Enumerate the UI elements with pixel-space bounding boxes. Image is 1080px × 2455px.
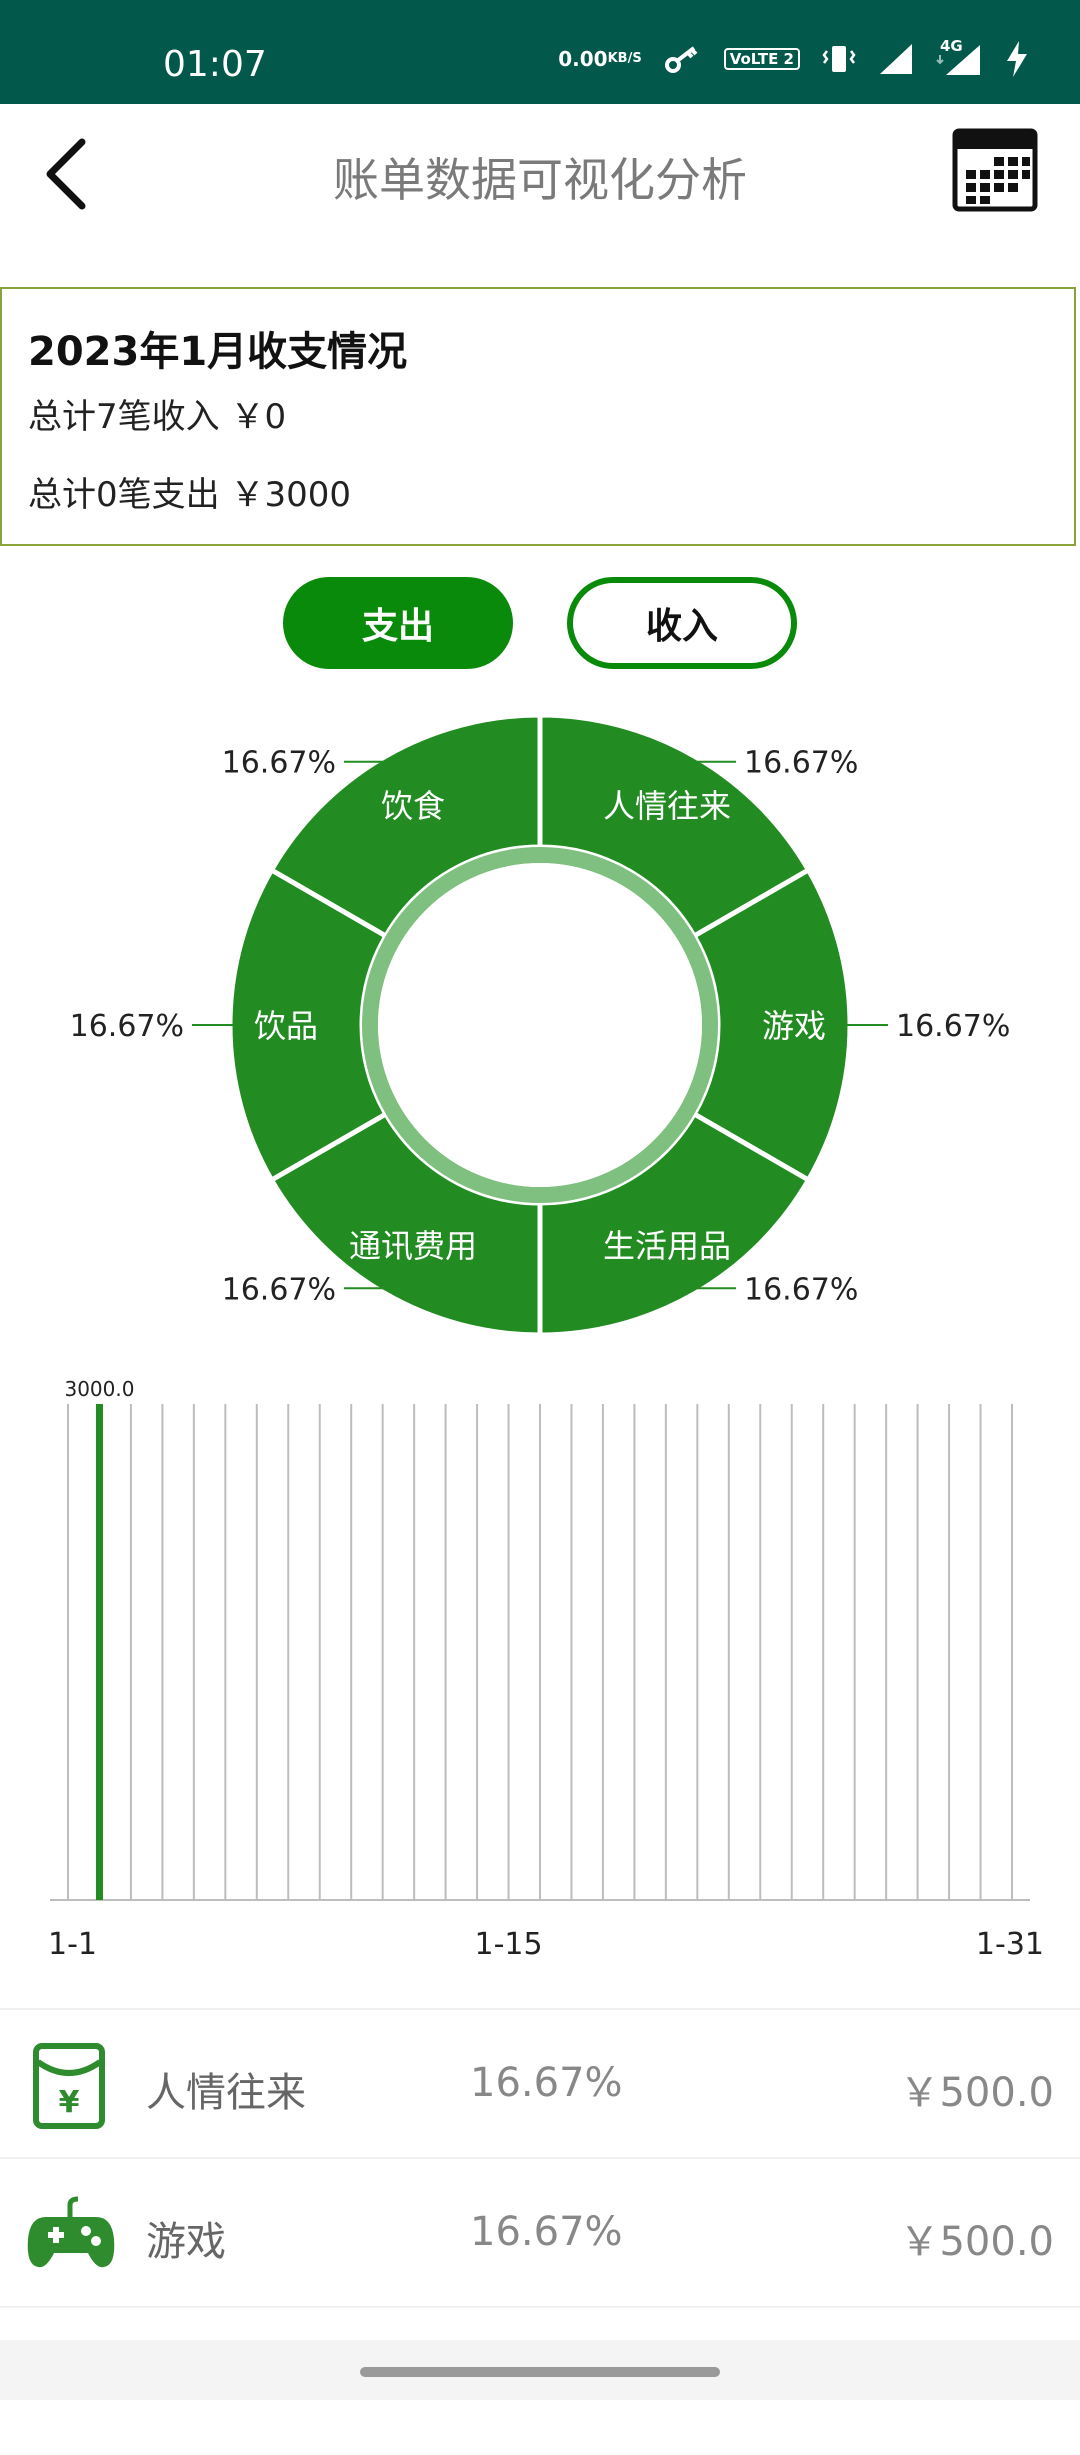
summary-box: 2023年1月收支情况 总计7笔收入 ￥0 总计0笔支出 ￥3000 xyxy=(0,287,1076,546)
donut-percent-label: 16.67% xyxy=(744,1272,858,1307)
bar-x-tick-label: 1-31 xyxy=(976,1927,1044,1962)
svg-text:¥: ¥ xyxy=(59,2085,80,2120)
chevron-left-icon xyxy=(46,138,86,210)
page-title: 账单数据可视化分析 xyxy=(333,153,747,207)
back-button[interactable] xyxy=(30,128,110,218)
donut-slice-label: 饮食 xyxy=(381,787,445,825)
list-item-name: 人情往来 xyxy=(146,2070,306,2116)
bar-value-label: 3000.0 xyxy=(64,1377,134,1401)
gamepad-icon xyxy=(27,2196,115,2268)
donut-slice-label: 通讯费用 xyxy=(349,1227,477,1265)
calendar-icon xyxy=(952,128,1038,212)
category-donut-chart: 人情往来 16.67% 游戏 16.67% 生活用品 16.67% 通讯费用 16.67% 饮品… xyxy=(70,712,1010,1338)
net-speed: 0.00 KB/S xyxy=(558,47,642,71)
vibrate-icon xyxy=(822,43,856,75)
list-item-percent: 16.67% xyxy=(470,2060,623,2106)
summary-income-line: 总计7笔收入 ￥0 xyxy=(28,397,287,437)
status-bar: 01:07 0.00 KB/S VoLTE 2 4G xyxy=(0,0,1080,104)
category-list: ¥ 人情往来 16.67% ￥500.0 游戏 16.67% ￥500.0 xyxy=(0,2008,1080,2455)
net-speed-unit: KB/S xyxy=(607,51,642,66)
list-item-amount: ￥500.0 xyxy=(899,2070,1054,2116)
donut-hole xyxy=(378,863,702,1187)
red-envelope-icon: ¥ xyxy=(33,2043,105,2129)
income-toggle-button[interactable]: 收入 xyxy=(567,577,797,669)
list-item-percent: 16.67% xyxy=(470,2209,623,2255)
donut-slice-label: 饮品 xyxy=(254,1007,318,1045)
donut-percent-label: 16.67% xyxy=(70,1009,184,1044)
net-speed-value: 0.00 xyxy=(558,47,608,71)
signal-icon xyxy=(878,42,914,76)
calendar-button[interactable] xyxy=(952,128,1038,212)
signal-4g-icon: 4G xyxy=(936,37,982,77)
status-icons: 0.00 KB/S VoLTE 2 4G xyxy=(558,37,1030,78)
list-item-amount: ￥500.0 xyxy=(899,2219,1054,2265)
donut-percent-label: 16.67% xyxy=(896,1009,1010,1044)
summary-title: 2023年1月收支情况 xyxy=(28,329,408,375)
bar-x-tick-label: 1-15 xyxy=(474,1927,542,1962)
donut-slice-label: 生活用品 xyxy=(603,1227,731,1265)
donut-percent-label: 16.67% xyxy=(222,1272,336,1307)
key-icon xyxy=(664,44,702,74)
expense-toggle-button[interactable]: 支出 xyxy=(283,577,513,669)
daily-bar[interactable] xyxy=(95,1404,103,1900)
donut-inner-ring xyxy=(362,847,718,1203)
donut-slice-label: 游戏 xyxy=(762,1007,826,1045)
status-time: 01:07 xyxy=(163,44,267,85)
donut-slice-label: 人情往来 xyxy=(603,787,731,825)
donut-percent-label: 16.67% xyxy=(222,746,336,781)
list-item[interactable]: 游戏 16.67% ￥500.0 xyxy=(0,2157,1080,2306)
bar-x-tick-label: 1-1 xyxy=(48,1927,97,1962)
app-header: 账单数据可视化分析 xyxy=(0,104,1080,239)
charging-icon xyxy=(1004,40,1030,78)
daily-bar-chart: 3000.0 1-1 1-15 1-31 xyxy=(48,1377,1044,1962)
network-label: 4G xyxy=(940,37,963,55)
volte-icon: VoLTE 2 xyxy=(723,48,800,70)
summary-expense-line: 总计0笔支出 ￥3000 xyxy=(28,475,351,515)
donut-percent-label: 16.67% xyxy=(744,746,858,781)
list-item[interactable]: ¥ 人情往来 16.67% ￥500.0 xyxy=(0,2008,1080,2157)
list-item-name: 游戏 xyxy=(146,2219,226,2265)
home-indicator[interactable] xyxy=(360,2367,720,2377)
